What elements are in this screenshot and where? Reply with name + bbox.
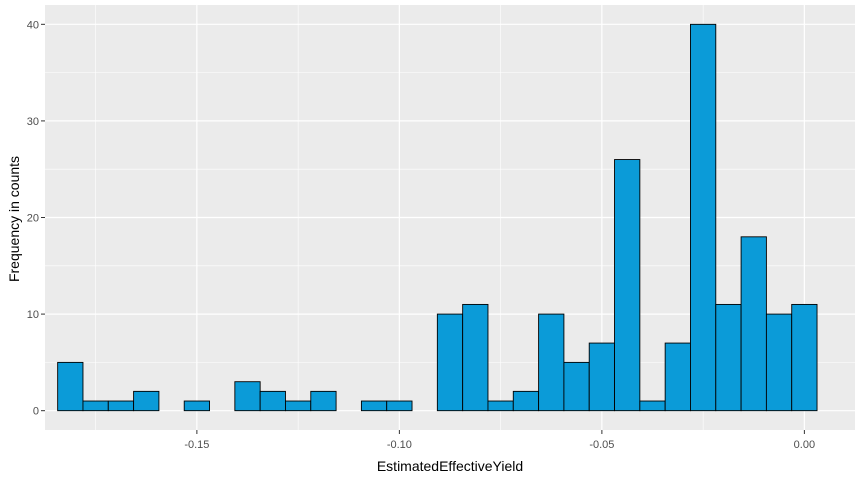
histogram-bar [512, 390, 540, 412]
histogram-bar [183, 400, 210, 412]
histogram-bar [487, 400, 514, 412]
x-tick-label: -0.05 [589, 439, 614, 451]
histogram-bar [82, 400, 109, 412]
histogram-bar [107, 400, 135, 412]
histogram-bar [360, 400, 388, 412]
x-axis-ticks: -0.15 -0.10 -0.05 0.00 [184, 430, 815, 451]
histogram-bars [57, 23, 818, 412]
histogram-bar [436, 313, 464, 412]
histogram-bar [639, 400, 666, 412]
histogram-bar [614, 159, 641, 412]
y-tick-label: 0 [33, 406, 39, 418]
y-axis-ticks: 0 10 20 30 40 [27, 19, 45, 418]
y-axis-title: Frequency in counts [6, 156, 22, 282]
y-tick-label: 40 [27, 19, 39, 31]
histogram-bar [259, 390, 286, 412]
histogram-bar [765, 313, 793, 412]
x-tick-label: -0.15 [184, 439, 209, 451]
x-tick-label: -0.10 [387, 439, 412, 451]
histogram-bar [234, 381, 261, 412]
histogram-bar [133, 390, 160, 412]
histogram-bar [386, 400, 413, 412]
histogram-bar [57, 361, 84, 412]
histogram-bar [310, 390, 337, 412]
histogram-bar [690, 23, 717, 412]
histogram-bar [740, 236, 767, 412]
y-tick-label: 30 [27, 116, 39, 128]
histogram-bar [538, 313, 565, 412]
y-tick-label: 10 [27, 309, 39, 321]
histogram-bar [285, 400, 312, 412]
x-tick-label: 0.00 [794, 439, 815, 451]
histogram-bar [588, 342, 615, 412]
histogram-bar [563, 361, 590, 412]
histogram-bar [664, 342, 691, 412]
histogram-bar [715, 303, 742, 412]
y-tick-label: 20 [27, 213, 39, 225]
histogram-bar [791, 303, 818, 412]
histogram-bar [462, 303, 489, 412]
x-axis-title: EstimatedEffectiveYield [377, 458, 523, 474]
